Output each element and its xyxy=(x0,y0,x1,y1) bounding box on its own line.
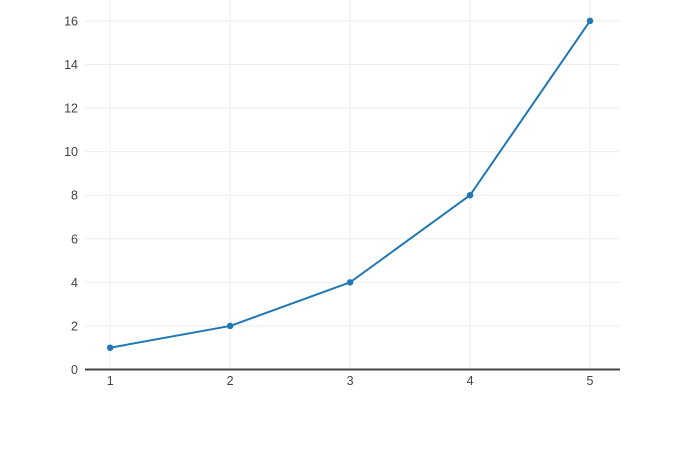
data-point-marker[interactable] xyxy=(586,17,594,25)
x-tick-label: 4 xyxy=(467,374,474,388)
y-tick-label: 16 xyxy=(64,14,78,28)
y-tick-label: 10 xyxy=(64,145,78,159)
x-tick-label: 3 xyxy=(347,374,354,388)
y-tick-label: 6 xyxy=(71,232,78,246)
x-tick-label: 1 xyxy=(107,374,114,388)
x-tick-label: 2 xyxy=(227,374,234,388)
y-tick-label: 0 xyxy=(71,363,78,377)
data-point-marker[interactable] xyxy=(106,344,114,351)
y-tick-label: 14 xyxy=(64,58,78,72)
data-point-marker[interactable] xyxy=(466,191,474,199)
y-tick-label: 12 xyxy=(64,102,78,116)
data-point-marker[interactable] xyxy=(346,279,354,286)
y-tick-label: 2 xyxy=(71,319,78,333)
y-tick-label: 4 xyxy=(71,276,78,290)
data-point-marker[interactable] xyxy=(226,322,234,330)
x-tick-label: 5 xyxy=(587,374,594,388)
y-tick-label: 8 xyxy=(71,189,78,203)
